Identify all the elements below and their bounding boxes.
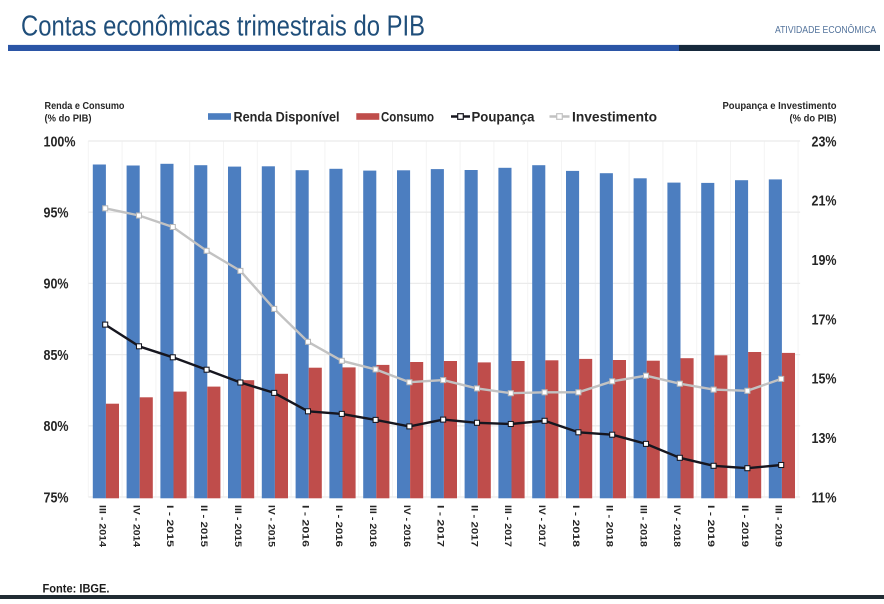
- svg-text:95%: 95%: [44, 205, 69, 222]
- svg-text:100%: 100%: [44, 133, 76, 150]
- svg-text:13%: 13%: [812, 430, 837, 447]
- svg-text:II - 2018: II - 2018: [605, 505, 615, 547]
- svg-text:21%: 21%: [812, 193, 837, 210]
- svg-text:Investimento: Investimento: [572, 109, 657, 125]
- svg-text:Fonte: IBGE.: Fonte: IBGE.: [43, 584, 110, 596]
- svg-text:I - 2018: I - 2018: [571, 505, 581, 547]
- svg-text:15%: 15%: [812, 371, 837, 388]
- svg-text:III - 2019: III - 2019: [774, 505, 784, 547]
- svg-text:III - 2015: III - 2015: [233, 505, 243, 547]
- svg-text:19%: 19%: [812, 252, 837, 269]
- svg-text:90%: 90%: [44, 276, 69, 293]
- svg-text:III - 2016: III - 2016: [368, 505, 378, 547]
- svg-text:III - 2017: III - 2017: [503, 505, 513, 547]
- svg-text:ATIVIDADE ECONÔMICA: ATIVIDADE ECONÔMICA: [775, 23, 876, 36]
- svg-text:III - 2014: III - 2014: [98, 505, 108, 547]
- svg-text:IV - 2018: IV - 2018: [672, 505, 682, 547]
- svg-text:Poupança e Investimento: Poupança e Investimento: [723, 100, 837, 112]
- svg-text:(% do PIB): (% do PIB): [790, 113, 837, 125]
- svg-text:II - 2016: II - 2016: [334, 505, 344, 547]
- svg-text:11%: 11%: [812, 489, 837, 506]
- svg-text:I - 2017: I - 2017: [436, 505, 446, 547]
- svg-text:IV - 2017: IV - 2017: [537, 505, 547, 547]
- svg-text:Renda e Consumo: Renda e Consumo: [45, 100, 125, 112]
- svg-text:Poupança: Poupança: [472, 109, 535, 125]
- svg-text:17%: 17%: [812, 311, 837, 328]
- svg-text:85%: 85%: [44, 347, 69, 364]
- svg-text:75%: 75%: [44, 489, 69, 506]
- svg-text:Renda Disponível: Renda Disponível: [234, 109, 340, 125]
- svg-text:23%: 23%: [812, 133, 837, 150]
- svg-text:IV - 2014: IV - 2014: [131, 505, 141, 547]
- svg-text:II - 2015: II - 2015: [199, 505, 209, 547]
- svg-text:I - 2019: I - 2019: [706, 505, 716, 547]
- svg-text:Consumo: Consumo: [381, 109, 434, 125]
- svg-text:I - 2016: I - 2016: [300, 505, 310, 547]
- svg-text:Contas econômicas trimestrais: Contas econômicas trimestrais do PIB: [21, 11, 425, 43]
- svg-text:IV - 2015: IV - 2015: [267, 505, 277, 547]
- svg-text:80%: 80%: [44, 418, 69, 435]
- svg-text:III - 2018: III - 2018: [638, 505, 648, 547]
- svg-text:II - 2019: II - 2019: [740, 505, 750, 547]
- svg-text:II - 2017: II - 2017: [469, 505, 479, 547]
- svg-text:(% do PIB): (% do PIB): [45, 113, 92, 125]
- svg-text:IV - 2016: IV - 2016: [402, 505, 412, 547]
- svg-text:I - 2015: I - 2015: [165, 505, 175, 547]
